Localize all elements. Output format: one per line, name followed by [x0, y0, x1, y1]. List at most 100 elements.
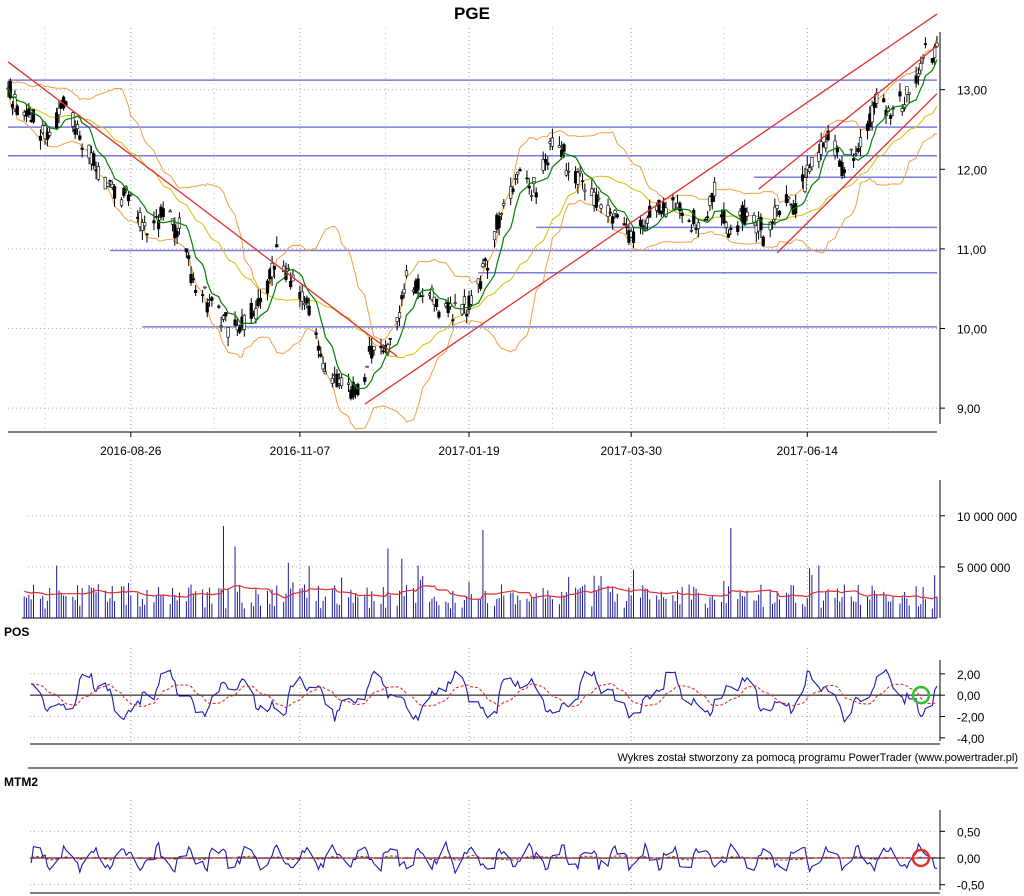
candle-body	[71, 112, 75, 127]
chart-title: PGE	[454, 4, 490, 23]
candle-body	[840, 162, 844, 176]
candle	[502, 199, 506, 209]
candle	[323, 362, 327, 375]
candle	[138, 207, 142, 232]
pos-tick-label: -2,00	[957, 710, 985, 724]
candle-body	[45, 131, 49, 140]
candle	[889, 113, 893, 126]
candle	[597, 191, 601, 202]
candle-body	[453, 302, 457, 304]
candle	[516, 171, 520, 184]
candle-body	[875, 92, 879, 104]
x-tick-label: 2017-06-14	[777, 444, 839, 458]
candle-body	[462, 296, 466, 305]
candle	[143, 215, 147, 231]
candle-body	[564, 170, 568, 176]
y-tick-label: 13,00	[957, 84, 987, 98]
candle-body	[138, 212, 142, 228]
candle	[319, 346, 323, 358]
candle-body	[110, 183, 114, 188]
candle-body	[631, 231, 636, 244]
candle	[583, 183, 587, 201]
candle-body	[775, 204, 779, 209]
sma-short-line	[7, 59, 938, 390]
candle	[365, 365, 369, 368]
candle	[221, 314, 226, 323]
candle-body	[485, 267, 490, 271]
candle	[789, 202, 793, 209]
candle-body	[397, 312, 402, 319]
candle-body	[580, 180, 585, 183]
candle	[302, 296, 307, 310]
candle-body	[736, 225, 740, 233]
candle-body	[143, 222, 147, 227]
candle	[321, 356, 325, 373]
candle-body	[726, 233, 731, 238]
candle-body	[712, 181, 717, 197]
candle	[140, 219, 144, 240]
candle-body	[810, 156, 814, 168]
candle	[499, 212, 504, 220]
mtm2-panel-title: MTM2	[4, 775, 38, 789]
candle	[119, 197, 124, 208]
candle-body	[622, 223, 626, 226]
candle	[187, 251, 191, 266]
candle	[840, 156, 844, 180]
candle	[370, 337, 374, 364]
candle	[305, 295, 309, 309]
candle-body	[289, 281, 293, 288]
candle-body	[404, 270, 409, 277]
candle	[562, 142, 566, 159]
candle	[724, 220, 728, 235]
candle-body	[319, 353, 323, 357]
candle	[761, 235, 765, 247]
candle-body	[696, 222, 700, 229]
price-panel: 2016-08-26 2016-11-07 2017-01-19 2017-03-30…	[6, 13, 987, 890]
candle-body	[205, 302, 209, 313]
candle-body	[687, 220, 691, 222]
candle	[224, 311, 228, 322]
candle-body	[184, 248, 188, 253]
candle-body	[152, 220, 156, 224]
candle	[643, 219, 647, 231]
candle	[819, 132, 823, 161]
footer-note: Wykres został stworzony za pomocą progra…	[617, 752, 1018, 764]
candle-body	[516, 171, 520, 175]
candle	[712, 177, 717, 202]
candle	[527, 177, 531, 195]
candle-body	[451, 319, 455, 322]
candle-body	[692, 209, 696, 225]
candle-body	[835, 147, 839, 153]
candle-body	[31, 109, 36, 123]
candle-body	[706, 216, 710, 219]
candle-body	[889, 115, 893, 119]
candle-body	[872, 101, 877, 108]
candle	[38, 129, 43, 150]
candle	[541, 151, 545, 175]
candle	[777, 209, 782, 218]
candle-body	[465, 313, 469, 317]
candle	[363, 373, 367, 386]
candle-body	[356, 383, 360, 396]
candle-body	[870, 105, 874, 123]
candle	[824, 133, 828, 153]
candle-body	[210, 297, 214, 301]
candle-body	[256, 298, 260, 307]
candle-body	[321, 363, 325, 370]
candle-body	[492, 231, 497, 241]
candle-body	[583, 189, 587, 192]
candle-body	[314, 332, 318, 335]
candle	[340, 374, 344, 390]
candle-body	[96, 166, 100, 180]
candle-body	[38, 135, 43, 141]
candle-body	[856, 148, 860, 153]
volume-tick-label: 10 000 000	[957, 510, 1017, 524]
candle-body	[112, 185, 117, 199]
candle	[842, 167, 846, 179]
candle	[564, 162, 568, 177]
candle	[787, 196, 791, 203]
x-tick-label: 2016-08-26	[100, 444, 162, 458]
candle	[930, 58, 934, 65]
candle	[497, 211, 501, 236]
candle	[404, 264, 409, 279]
